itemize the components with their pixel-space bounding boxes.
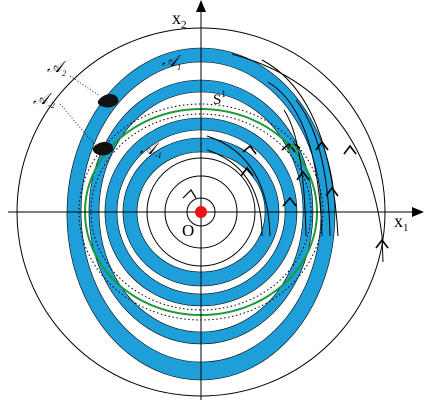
s1-label: S1 — [213, 89, 226, 108]
x1-axis-arrowhead — [412, 207, 424, 217]
s1-arrow-icon — [286, 142, 300, 153]
flow-arrow-icon — [315, 140, 329, 151]
label-a1: 𝒜1 — [162, 53, 182, 72]
x1-axis-label: x1 — [394, 211, 409, 234]
flow-arrow-icon — [296, 170, 310, 181]
flow-arrow-icon — [240, 166, 254, 177]
flow-arrow-icon — [343, 144, 357, 155]
x2-axis-arrowhead — [196, 0, 206, 12]
leader-line-a2 — [69, 75, 101, 97]
band-a1 — [66, 47, 336, 381]
flow-curves — [206, 53, 384, 263]
band-marker-blob — [97, 93, 119, 108]
flow-arrowheads — [240, 140, 389, 249]
label-a-minus1: 𝒜-1 — [140, 141, 162, 160]
leader-line-a-2 — [59, 103, 97, 147]
origin-point — [195, 206, 207, 218]
band-outer-middle — [88, 79, 314, 345]
x2-axis-label: x2 — [172, 8, 187, 31]
origin-hook — [182, 189, 197, 199]
band-marker-blob — [92, 141, 114, 156]
flow-arrow-icon — [282, 196, 297, 207]
origin-label: O — [182, 221, 194, 240]
label-a2: 𝒜2 — [47, 59, 67, 78]
band-inner-middle — [104, 117, 298, 307]
flow-arrow-icon — [242, 144, 257, 155]
flow-arrow-icon — [325, 186, 339, 197]
label-a-minus2: 𝒜-2 — [33, 91, 55, 110]
flow-arrow-icon — [281, 142, 296, 153]
flow-arrow-icon — [375, 238, 389, 249]
